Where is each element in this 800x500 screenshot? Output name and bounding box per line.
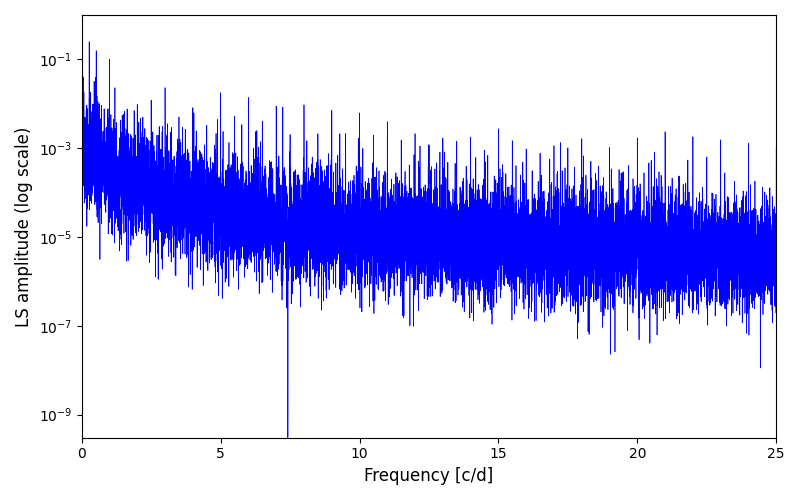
- Y-axis label: LS amplitude (log scale): LS amplitude (log scale): [15, 126, 33, 326]
- X-axis label: Frequency [c/d]: Frequency [c/d]: [364, 467, 494, 485]
